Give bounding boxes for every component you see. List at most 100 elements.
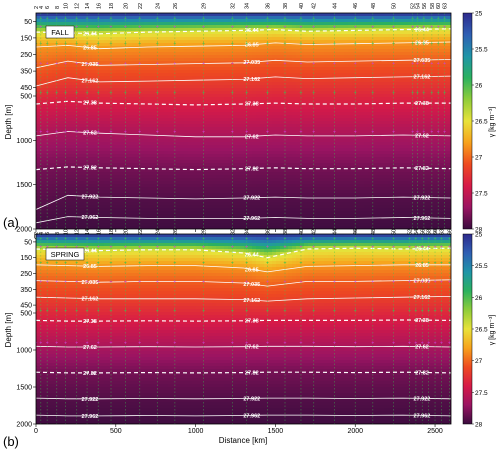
fall-density-cell — [128, 34, 133, 38]
fall-density-cell — [80, 175, 85, 179]
fall-density-cell — [292, 187, 297, 191]
fall-density-cell — [92, 193, 97, 197]
fall-density-cell — [108, 124, 113, 128]
fall-density-cell — [128, 85, 133, 89]
fall-density-cell — [92, 142, 97, 146]
fall-density-cell — [156, 91, 161, 95]
fall-density-cell — [124, 85, 129, 89]
fall-density-cell — [176, 169, 181, 173]
fall-density-cell — [80, 223, 85, 227]
fall-density-cell — [184, 124, 189, 128]
fall-density-cell — [112, 91, 117, 95]
fall-density-cell — [156, 157, 161, 161]
fall-density-cell — [296, 118, 301, 122]
fall-density-cell — [120, 223, 125, 227]
fall-density-cell — [40, 70, 45, 74]
fall-density-cell — [300, 163, 305, 167]
fall-density-cell — [268, 226, 273, 229]
fall-density-cell — [288, 136, 293, 140]
fall-density-cell — [92, 49, 97, 53]
fall-density-cell — [204, 73, 209, 77]
fall-density-cell — [44, 130, 49, 134]
fall-density-cell — [148, 127, 153, 131]
fall-density-cell — [76, 181, 81, 185]
fall-density-cell — [40, 196, 45, 200]
fall-density-cell — [60, 61, 65, 65]
fall-density-cell — [108, 190, 113, 194]
fall-density-cell — [68, 148, 73, 152]
fall-density-cell — [280, 94, 285, 98]
fall-density-cell — [108, 211, 113, 215]
fall-density-cell — [36, 160, 41, 164]
fall-density-cell — [244, 22, 249, 26]
fall-density-cell — [304, 181, 309, 185]
fall-density-cell — [184, 52, 189, 56]
fall-density-cell — [52, 223, 57, 227]
fall-density-cell — [136, 211, 141, 215]
fall-density-cell — [172, 190, 177, 194]
fall-density-cell — [284, 142, 289, 146]
fall-density-cell — [120, 145, 125, 149]
fall-density-cell — [292, 43, 297, 47]
fall-density-cell — [80, 163, 85, 167]
fall-density-cell — [104, 28, 109, 32]
fall-density-cell — [36, 202, 41, 206]
fall-density-cell — [244, 40, 249, 44]
fall-density-cell — [48, 13, 53, 17]
fall-density-cell — [216, 160, 221, 164]
fall-density-cell — [256, 73, 261, 77]
fall-density-cell — [52, 208, 57, 212]
fall-density-cell — [228, 34, 233, 38]
fall-density-cell — [64, 82, 69, 86]
fall-density-cell — [288, 178, 293, 182]
fall-density-cell — [176, 166, 181, 170]
fall-density-cell — [124, 214, 129, 218]
fall-density-cell — [144, 28, 149, 32]
fall-density-cell — [132, 106, 137, 110]
fall-density-cell — [36, 148, 41, 152]
fall-density-cell — [180, 40, 185, 44]
fall-density-cell — [196, 16, 201, 20]
fall-density-cell — [152, 91, 157, 95]
fall-density-cell — [176, 19, 181, 23]
fall-density-cell — [288, 61, 293, 65]
fall-density-cell — [148, 193, 153, 197]
fall-density-cell — [240, 67, 245, 71]
fall-density-cell — [196, 226, 201, 229]
fall-density-cell — [248, 160, 253, 164]
fall-density-cell — [112, 226, 117, 229]
fall-density-cell — [284, 193, 289, 197]
fall-density-cell — [164, 208, 169, 212]
fall-density-cell — [188, 100, 193, 104]
fall-density-cell — [260, 73, 265, 77]
fall-density-cell — [292, 49, 297, 53]
fall-density-cell — [296, 142, 301, 146]
fall-density-cell — [188, 64, 193, 68]
fall-density-cell — [296, 178, 301, 182]
fall-density-cell — [200, 67, 205, 71]
fall-density-cell — [40, 190, 45, 194]
fall-density-cell — [92, 25, 97, 29]
fall-density-cell — [184, 91, 189, 95]
fall-density-cell — [228, 16, 233, 20]
fall-density-cell — [136, 172, 141, 176]
fall-density-cell — [288, 211, 293, 215]
fall-density-cell — [48, 163, 53, 167]
fall-density-cell — [84, 82, 89, 86]
fall-density-cell — [196, 172, 201, 176]
fall-density-cell — [248, 187, 253, 191]
fall-density-cell — [220, 214, 225, 218]
fall-density-cell — [196, 55, 201, 59]
fall-density-cell — [108, 193, 113, 197]
fall-density-cell — [68, 151, 73, 155]
fall-density-cell — [128, 109, 133, 113]
fall-density-cell — [136, 166, 141, 170]
fall-density-cell — [128, 226, 133, 229]
fall-density-cell — [180, 148, 185, 152]
fall-density-cell — [56, 79, 61, 83]
fall-density-cell — [240, 133, 245, 137]
fall-density-cell — [140, 124, 145, 128]
fall-density-cell — [236, 187, 241, 191]
fall-density-cell — [36, 13, 41, 17]
fall-density-cell — [268, 187, 273, 191]
